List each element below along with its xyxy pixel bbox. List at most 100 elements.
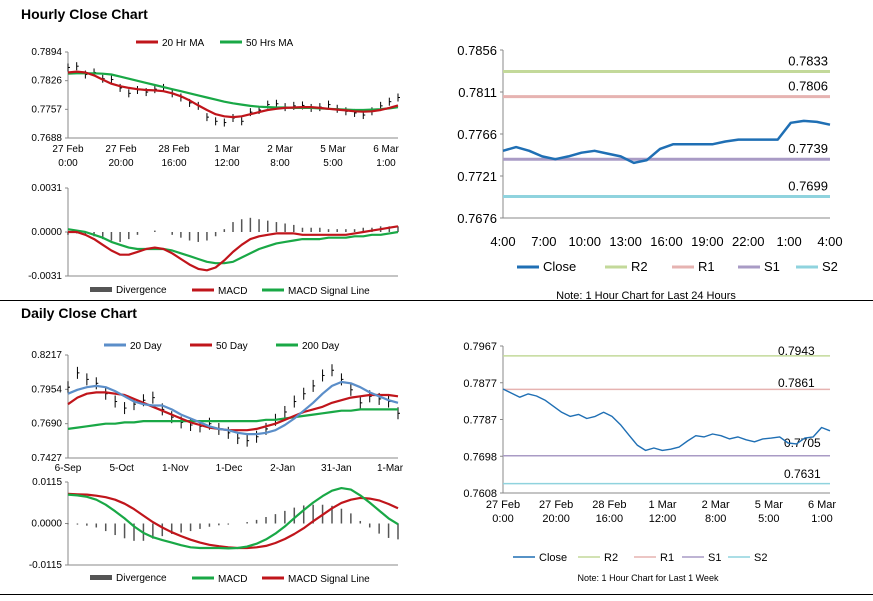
hourly-levels-ytick-label: 0.7856 bbox=[457, 43, 497, 58]
daily-levels-legend-s1-label: S1 bbox=[708, 552, 721, 564]
hourly-50hr-ma-line bbox=[67, 72, 399, 112]
hourly-levels-note: Note: 1 Hour Chart for Last 24 Hours bbox=[556, 290, 736, 302]
daily-levels-ytick-label: 0.7698 bbox=[463, 451, 497, 463]
hourly-macd-legend-divergence-swatch bbox=[90, 287, 112, 292]
daily-price-xtick-label: 6-Sep bbox=[55, 463, 82, 474]
hourly-levels-ytick-label: 0.7676 bbox=[457, 211, 497, 226]
hourly-price-xtick-label: 16:00 bbox=[161, 158, 186, 169]
daily-macd-ytick-label: 0.0115 bbox=[32, 477, 62, 488]
daily-levels-xtick-label: 1:00 bbox=[811, 513, 832, 525]
daily-levels-legend-close-label: Close bbox=[539, 552, 567, 564]
hourly-levels-xtick-label: 16:00 bbox=[650, 234, 683, 249]
hourly-price-xtick-label: 6 Mar bbox=[373, 144, 399, 155]
hourly-level-r2-label: 0.7833 bbox=[788, 53, 828, 68]
daily-levels-xtick-label: 27 Feb bbox=[486, 499, 520, 511]
bottom-divider bbox=[0, 594, 873, 595]
daily-macd-legend-divergence-label: Divergence bbox=[116, 573, 167, 584]
daily-level-r1-label: 0.7861 bbox=[778, 376, 815, 390]
daily-levels-xtick-label: 8:00 bbox=[705, 513, 726, 525]
daily-macd-line bbox=[67, 487, 399, 550]
daily-levels-xtick-label: 2 Mar bbox=[702, 499, 730, 511]
hourly-price-ytick-label: 0.7894 bbox=[31, 47, 62, 58]
hourly-price-xtick-label: 12:00 bbox=[214, 158, 239, 169]
daily-macd-legend-macd-label: MACD bbox=[218, 574, 247, 585]
hourly-price-xtick-label: 27 Feb bbox=[105, 144, 137, 155]
hourly-price-xtick-label: 28 Feb bbox=[158, 144, 190, 155]
daily-levels-xtick-label: 5:00 bbox=[758, 513, 779, 525]
hourly-price-xtick-label: 27 Feb bbox=[52, 144, 84, 155]
hourly-price-xtick-label: 2 Mar bbox=[267, 144, 293, 155]
daily-price-xtick-label: 2-Jan bbox=[270, 463, 295, 474]
daily-levels-xtick-label: 5 Mar bbox=[755, 499, 783, 511]
daily-macd-ytick-label: -0.0115 bbox=[29, 560, 63, 571]
hourly-level-r1-label: 0.7806 bbox=[788, 79, 828, 94]
hourly-levels-xtick-label: 10:00 bbox=[568, 234, 601, 249]
daily-price-legend-20day-label: 20 Day bbox=[130, 341, 162, 352]
daily-price-ytick-label: 0.7427 bbox=[31, 453, 62, 464]
hourly-levels-xtick-label: 19:00 bbox=[691, 234, 724, 249]
daily-price-xtick-label: 31-Jan bbox=[321, 463, 352, 474]
hourly-price-xtick-label: 20:00 bbox=[108, 158, 133, 169]
hourly-levels-ytick-label: 0.7721 bbox=[457, 169, 497, 184]
daily-macd-legend-divergence-swatch bbox=[90, 575, 112, 580]
section-divider bbox=[0, 300, 873, 301]
hourly-levels-legend-r2-label: R2 bbox=[631, 259, 648, 274]
daily-price-ytick-label: 0.7954 bbox=[31, 384, 62, 395]
daily-price-ytick-label: 0.8217 bbox=[31, 350, 62, 361]
hourly-levels-xtick-label: 7:00 bbox=[531, 234, 556, 249]
hourly-levels-legend-close-label: Close bbox=[543, 259, 576, 274]
daily-section-title: Daily Close Chart bbox=[21, 305, 137, 321]
daily-macd-ytick-label: 0.0000 bbox=[31, 519, 62, 530]
daily-levels-xtick-label: 28 Feb bbox=[592, 499, 626, 511]
hourly-price-legend-20hr-label: 20 Hr MA bbox=[162, 38, 205, 49]
daily-levels-xtick-label: 16:00 bbox=[596, 513, 624, 525]
hourly-price-xtick-label: 5 Mar bbox=[320, 144, 346, 155]
hourly-levels-legend-s2-label: S2 bbox=[822, 259, 838, 274]
hourly-price-legend-50hr-label: 50 Hrs MA bbox=[246, 38, 294, 49]
daily-level-s1-label: 0.7705 bbox=[784, 436, 821, 450]
hourly-macd-ytick-label: 0.0000 bbox=[31, 227, 62, 238]
hourly-macd-ytick-label: -0.0031 bbox=[28, 271, 62, 282]
daily-macd-legend-signal-label: MACD Signal Line bbox=[288, 574, 370, 585]
hourly-macd-line bbox=[68, 225, 399, 272]
daily-levels-xtick-label: 20:00 bbox=[542, 513, 570, 525]
hourly-levels-ytick-label: 0.7811 bbox=[458, 85, 497, 100]
daily-price-xtick-label: 1-Mar bbox=[377, 463, 404, 474]
daily-levels-note: Note: 1 Hour Chart for Last 1 Week bbox=[578, 573, 719, 583]
daily-levels-xtick-label: 27 Feb bbox=[539, 499, 573, 511]
hourly-price-xtick-label: 1 Mar bbox=[214, 144, 240, 155]
daily-levels-xtick-label: 0:00 bbox=[492, 513, 513, 525]
daily-levels-xtick-label: 1 Mar bbox=[648, 499, 676, 511]
daily-levels-legend-r2-label: R2 bbox=[604, 552, 618, 564]
hourly-macd-signal-line bbox=[67, 228, 399, 265]
hourly-macd-legend-signal-label: MACD Signal Line bbox=[288, 286, 370, 297]
hourly-price-ytick-label: 0.7688 bbox=[31, 133, 62, 144]
daily-price-xtick-label: 1-Nov bbox=[162, 463, 189, 474]
daily-levels-legend-r1-label: R1 bbox=[660, 552, 674, 564]
daily-200day-line bbox=[67, 408, 398, 430]
daily-level-r2-label: 0.7943 bbox=[778, 344, 815, 358]
daily-levels-xtick-label: 12:00 bbox=[649, 513, 677, 525]
daily-20day-line bbox=[67, 380, 399, 436]
hourly-section-title: Hourly Close Chart bbox=[21, 6, 148, 22]
daily-levels-close-line bbox=[502, 388, 831, 452]
hourly-price-xtick-label: 0:00 bbox=[58, 158, 78, 169]
hourly-price-ytick-label: 0.7826 bbox=[31, 76, 62, 87]
daily-price-ytick-label: 0.7690 bbox=[31, 419, 62, 430]
hourly-levels-legend-s1-label: S1 bbox=[764, 259, 780, 274]
hourly-level-s2-label: 0.7699 bbox=[788, 179, 828, 194]
hourly-levels-xtick-label: 4:00 bbox=[490, 234, 515, 249]
daily-price-legend-50day-label: 50 Day bbox=[216, 341, 248, 352]
hourly-levels-xtick-label: 4:00 bbox=[817, 234, 842, 249]
hourly-levels-legend-r1-label: R1 bbox=[698, 259, 715, 274]
daily-price-legend-200day-label: 200 Day bbox=[302, 341, 339, 352]
hourly-level-s1-label: 0.7739 bbox=[788, 141, 828, 156]
daily-levels-ytick-label: 0.7967 bbox=[463, 341, 497, 353]
hourly-price-ytick-label: 0.7757 bbox=[31, 104, 62, 115]
daily-price-xtick-label: 5-Oct bbox=[109, 463, 134, 474]
hourly-levels-xtick-label: 13:00 bbox=[609, 234, 642, 249]
daily-levels-ytick-label: 0.7877 bbox=[463, 378, 497, 390]
hourly-levels-xtick-label: 22:00 bbox=[732, 234, 765, 249]
